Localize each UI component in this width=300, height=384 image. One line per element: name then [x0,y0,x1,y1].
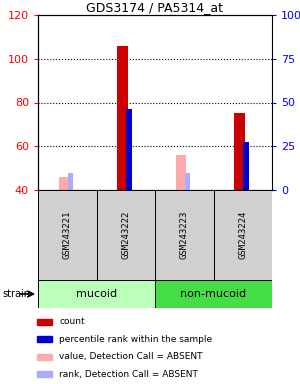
Bar [97,190,155,280]
Title: GDS3174 / PA5314_at: GDS3174 / PA5314_at [86,1,224,14]
Text: rank, Detection Call = ABSENT: rank, Detection Call = ABSENT [59,370,198,379]
Text: GSM243221: GSM243221 [63,211,72,259]
Bar [176,155,186,190]
Bar [38,190,97,280]
Bar [185,172,190,190]
Bar [37,371,52,377]
Bar [37,319,52,324]
Bar [214,190,272,280]
Text: strain: strain [2,289,30,299]
Text: GSM243223: GSM243223 [180,211,189,259]
Bar [38,280,155,308]
Bar [37,336,52,342]
Text: GSM243224: GSM243224 [238,211,247,259]
Text: GSM243222: GSM243222 [121,211,130,259]
Text: count: count [59,317,85,326]
Bar [117,46,128,190]
Text: percentile rank within the sample: percentile rank within the sample [59,335,212,344]
Bar [155,190,214,280]
Text: non-mucoid: non-mucoid [180,289,247,299]
Bar [243,142,248,190]
Bar [126,109,131,190]
Bar [59,177,69,190]
Bar [37,354,52,359]
Text: value, Detection Call = ABSENT: value, Detection Call = ABSENT [59,352,202,361]
Bar [155,280,272,308]
Text: mucoid: mucoid [76,289,117,299]
Bar [234,113,245,190]
Bar [68,172,73,190]
